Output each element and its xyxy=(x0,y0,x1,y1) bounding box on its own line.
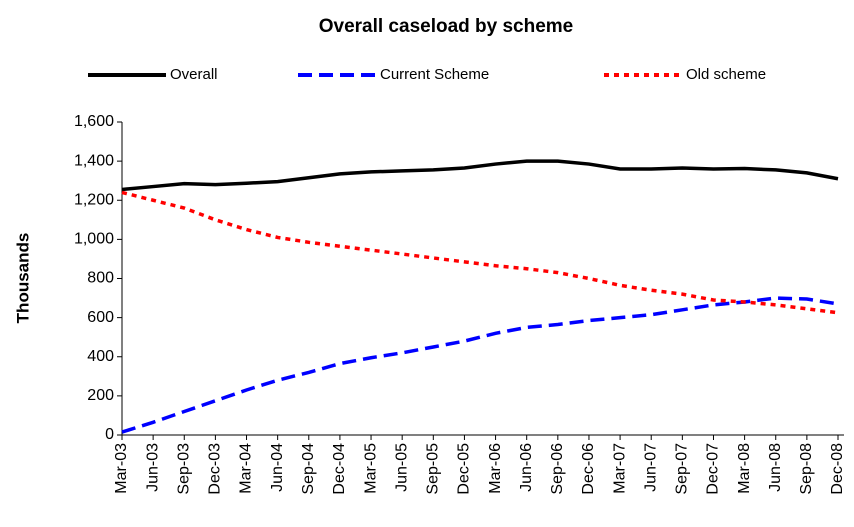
legend-label: Current Scheme xyxy=(380,66,489,83)
x-tick-label: Jun-06 xyxy=(518,443,535,492)
series-line xyxy=(121,159,839,192)
y-tick-label: 1,200 xyxy=(74,191,114,208)
x-tick-label: Sep-06 xyxy=(549,443,566,495)
series-line xyxy=(121,296,839,434)
x-tick-label: Jun-03 xyxy=(144,443,161,492)
x-tick-label: Mar-04 xyxy=(238,443,255,494)
x-tick-label: Dec-05 xyxy=(456,443,473,495)
y-tick-label: 200 xyxy=(87,387,114,404)
y-tick-label: 400 xyxy=(87,348,114,365)
chart-title: Overall caseload by scheme xyxy=(319,16,574,37)
x-tick-label: Dec-06 xyxy=(580,443,597,495)
x-tick-label: Sep-04 xyxy=(300,443,317,495)
y-tick-label: 1,600 xyxy=(74,113,114,130)
y-tick-label: 1,400 xyxy=(74,152,114,169)
y-axis-label: Thousands xyxy=(13,233,32,324)
x-tick-label: Jun-04 xyxy=(269,443,286,492)
x-tick-label: Dec-03 xyxy=(207,443,224,495)
x-tick-label: Jun-05 xyxy=(393,443,410,492)
x-tick-label: Jun-08 xyxy=(767,443,784,492)
x-tick-label: Mar-07 xyxy=(611,443,628,494)
x-tick-label: Dec-07 xyxy=(705,443,722,495)
x-tick-label: Mar-08 xyxy=(736,443,753,494)
y-tick-label: 600 xyxy=(87,309,114,326)
x-tick-label: Mar-03 xyxy=(113,443,130,494)
y-tick-label: 800 xyxy=(87,270,114,287)
x-tick-label: Sep-08 xyxy=(798,443,815,495)
y-tick-label: 1,000 xyxy=(74,231,114,248)
x-tick-label: Sep-03 xyxy=(175,443,192,495)
x-tick-label: Mar-05 xyxy=(362,443,379,494)
x-tick-label: Mar-06 xyxy=(487,443,504,494)
x-tick-label: Dec-08 xyxy=(829,443,846,495)
legend-label: Old scheme xyxy=(686,66,766,83)
x-tick-label: Sep-05 xyxy=(425,443,442,495)
series-line xyxy=(121,190,839,315)
x-tick-label: Jun-07 xyxy=(642,443,659,492)
y-tick-label: 0 xyxy=(105,426,114,443)
x-tick-label: Sep-07 xyxy=(674,443,691,495)
legend-label: Overall xyxy=(170,66,218,83)
x-tick-label: Dec-04 xyxy=(331,443,348,495)
